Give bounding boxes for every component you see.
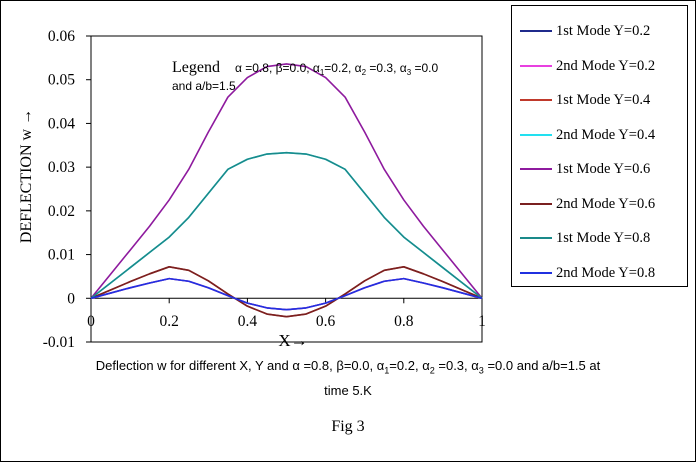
legend-swatch — [520, 168, 552, 170]
annotation-param-name: β — [276, 61, 283, 75]
legend-item: 1st Mode Y=0.2 — [512, 21, 687, 41]
y-tick-label: 0.05 — [48, 72, 75, 89]
chart-series-layer — [90, 63, 483, 318]
legend-swatch — [520, 133, 552, 136]
annotation-param-value: =0.3, — [366, 61, 400, 75]
figure-caption: Deflection w for different X, Y and α =0… — [0, 356, 696, 400]
legend-swatch — [520, 202, 552, 205]
caption-param-value: =0.0 — [483, 358, 517, 373]
legend-item: 1st Mode Y=0.4 — [512, 90, 687, 110]
legend-swatch — [520, 271, 552, 274]
y-tick-label: 0.04 — [48, 115, 75, 132]
legend-item: 2nd Mode Y=0.2 — [512, 56, 687, 76]
plot-area-border — [90, 35, 483, 343]
caption-param-sub: 1 — [384, 365, 390, 376]
caption-param-value: =0.8, — [299, 358, 337, 373]
x-tick-label: 1 — [478, 313, 486, 330]
annotation-param-name: α — [400, 61, 407, 75]
annotation-param-value: =0.8, — [242, 61, 276, 75]
annotation-param-value: =0.0, — [283, 61, 313, 75]
caption-param-value: =0.2, — [389, 358, 423, 373]
y-tick-label: 0.03 — [48, 159, 75, 176]
annotation-param-sub: 3 — [407, 68, 412, 77]
y-tick-label: 0.02 — [48, 203, 75, 220]
caption-param-sub: 3 — [478, 365, 484, 376]
legend-label: 1st Mode Y=0.6 — [556, 161, 651, 177]
annotation-param-sub: 1 — [320, 68, 325, 77]
legend-label: 1st Mode Y=0.8 — [556, 230, 651, 246]
annotation-param-name: α — [355, 61, 362, 75]
legend-swatch — [520, 237, 552, 239]
legend-label: 1st Mode Y=0.4 — [556, 92, 651, 108]
chart-annotation: Legend α =0.8, β=0.0, α1=0.2, α2 =0.3, α3… — [172, 59, 438, 93]
caption-param-name: α — [422, 358, 430, 373]
y-axis-label: DEFLECTION w → — [18, 109, 35, 243]
y-tick-label: 0.01 — [48, 247, 75, 264]
legend-swatch — [520, 30, 552, 32]
series-line-6 — [90, 266, 483, 318]
series-line-5 — [90, 63, 483, 299]
caption-text-1: Deflection w for different X, Y and — [95, 358, 293, 373]
annotation-param-sub: 2 — [362, 68, 367, 77]
legend-label: 2nd Mode Y=0.8 — [556, 264, 656, 281]
caption-params: α =0.8, β=0.0, α1=0.2, α2 =0.3, α3 =0.0 — [292, 358, 517, 376]
annotation-params: α =0.8, β=0.0, α1=0.2, α2 =0.3, α3 =0.0 — [235, 61, 438, 77]
annotation-param-value: =0.0 — [411, 61, 438, 75]
caption-param-value: =0.0, — [343, 358, 377, 373]
caption-line-1: Deflection w for different X, Y and α =0… — [0, 356, 696, 381]
legend-item: 2nd Mode Y=0.4 — [512, 125, 687, 145]
x-axis-label: X→ — [278, 331, 307, 350]
caption-text-2: and a/b=1.5 at — [516, 358, 601, 373]
y-tick-label: 0 — [67, 290, 75, 307]
x-tick-label: 0.8 — [394, 313, 414, 330]
legend-item: 2nd Mode Y=0.8 — [512, 263, 687, 283]
annotation-param-name: α — [313, 61, 320, 75]
annotation-title: Legend — [172, 59, 220, 76]
legend-item: 2nd Mode Y=0.6 — [512, 194, 687, 214]
legend-swatch — [520, 99, 552, 101]
series-line-7 — [90, 151, 483, 299]
legend-label: 2nd Mode Y=0.2 — [556, 57, 656, 74]
annotation-line-2: and a/b=1.5 — [172, 79, 236, 93]
caption-param-value: =0.3, — [434, 358, 472, 373]
annotation-param-value: =0.2, — [324, 61, 354, 75]
y-tick-label: -0.01 — [43, 334, 75, 351]
series-line-8 — [90, 277, 483, 311]
caption-line-2: time 5.K — [324, 382, 372, 398]
annotation-param-name: α — [235, 61, 242, 75]
x-tick-label: 0.4 — [238, 313, 258, 330]
legend-label: 2nd Mode Y=0.4 — [556, 126, 656, 143]
legend-label: 2nd Mode Y=0.6 — [556, 195, 656, 212]
y-tick-label: 0.06 — [48, 28, 75, 45]
caption-param-name: α — [292, 358, 300, 373]
x-tick-label: 0.6 — [316, 313, 336, 330]
figure-label: Fig 3 — [331, 418, 365, 435]
caption-param-name: β — [336, 358, 344, 373]
legend-item: 1st Mode Y=0.6 — [512, 159, 687, 179]
chart-legend: 1st Mode Y=0.2 2nd Mode Y=0.2 1st Mode Y=0… — [511, 5, 688, 287]
legend-swatch — [520, 64, 552, 67]
x-tick-label: 0 — [87, 313, 95, 330]
legend-item: 1st Mode Y=0.8 — [512, 228, 687, 248]
caption-param-name: α — [471, 358, 479, 373]
legend-label: 1st Mode Y=0.2 — [556, 23, 651, 39]
caption-param-sub: 2 — [429, 365, 435, 376]
chart-axes: -0.01 0 0.01 0.02 0.03 0.04 0.05 0.06 0 0.2 0.4 0.6… — [18, 28, 486, 351]
caption-param-name: α — [376, 358, 385, 373]
x-tick-label: 0.2 — [160, 313, 179, 330]
